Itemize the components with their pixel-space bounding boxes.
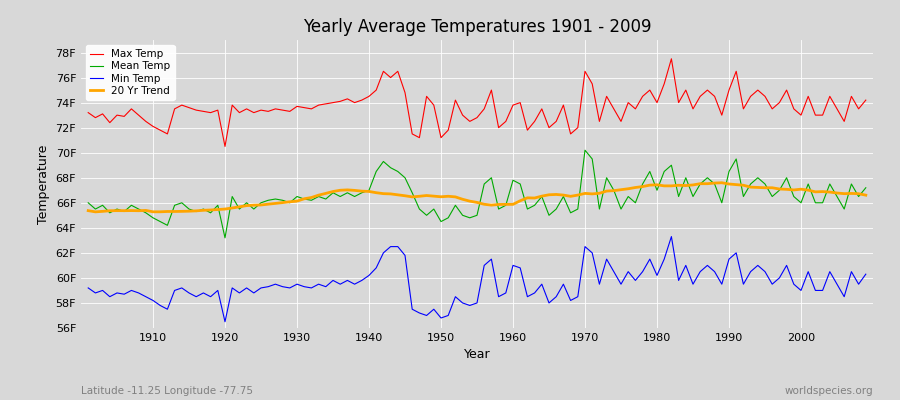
Min Temp xyxy=(515,266,526,270)
20 Yr Trend xyxy=(508,202,518,207)
Max Temp xyxy=(306,106,317,111)
Min Temp xyxy=(306,286,317,290)
Min Temp xyxy=(860,272,871,276)
20 Yr Trend xyxy=(716,180,727,185)
Min Temp xyxy=(666,234,677,239)
Max Temp xyxy=(666,56,677,61)
20 Yr Trend xyxy=(601,189,612,194)
20 Yr Trend xyxy=(306,195,317,200)
Max Temp xyxy=(349,100,360,105)
Min Temp xyxy=(83,286,94,290)
Mean Temp xyxy=(860,185,871,190)
Line: Mean Temp: Mean Temp xyxy=(88,150,866,238)
Min Temp xyxy=(508,263,518,268)
Title: Yearly Average Temperatures 1901 - 2009: Yearly Average Temperatures 1901 - 2009 xyxy=(302,18,652,36)
Min Temp xyxy=(140,294,151,299)
Min Temp xyxy=(601,257,612,262)
Max Temp xyxy=(220,144,230,149)
Mean Temp xyxy=(349,194,360,199)
Max Temp xyxy=(140,119,151,124)
20 Yr Trend xyxy=(349,188,360,193)
20 Yr Trend xyxy=(515,198,526,203)
Mean Temp xyxy=(306,198,317,203)
Min Temp xyxy=(349,282,360,286)
Mean Temp xyxy=(580,148,590,152)
20 Yr Trend xyxy=(83,208,94,213)
20 Yr Trend xyxy=(148,209,158,214)
Max Temp xyxy=(601,94,612,99)
Y-axis label: Temperature: Temperature xyxy=(37,144,50,224)
Max Temp xyxy=(860,98,871,102)
Legend: Max Temp, Mean Temp, Min Temp, 20 Yr Trend: Max Temp, Mean Temp, Min Temp, 20 Yr Tre… xyxy=(86,45,175,100)
Line: Max Temp: Max Temp xyxy=(88,59,866,146)
Min Temp xyxy=(220,319,230,324)
Mean Temp xyxy=(515,182,526,186)
Mean Temp xyxy=(508,178,518,183)
X-axis label: Year: Year xyxy=(464,348,490,362)
Mean Temp xyxy=(608,188,619,193)
Max Temp xyxy=(508,103,518,108)
Text: worldspecies.org: worldspecies.org xyxy=(785,386,873,396)
Mean Temp xyxy=(220,236,230,240)
Mean Temp xyxy=(140,210,151,215)
Mean Temp xyxy=(83,200,94,205)
Max Temp xyxy=(515,100,526,105)
Line: 20 Yr Trend: 20 Yr Trend xyxy=(88,183,866,212)
Line: Min Temp: Min Temp xyxy=(88,236,866,322)
20 Yr Trend xyxy=(860,193,871,198)
Max Temp xyxy=(83,110,94,115)
20 Yr Trend xyxy=(90,210,101,214)
Text: Latitude -11.25 Longitude -77.75: Latitude -11.25 Longitude -77.75 xyxy=(81,386,253,396)
